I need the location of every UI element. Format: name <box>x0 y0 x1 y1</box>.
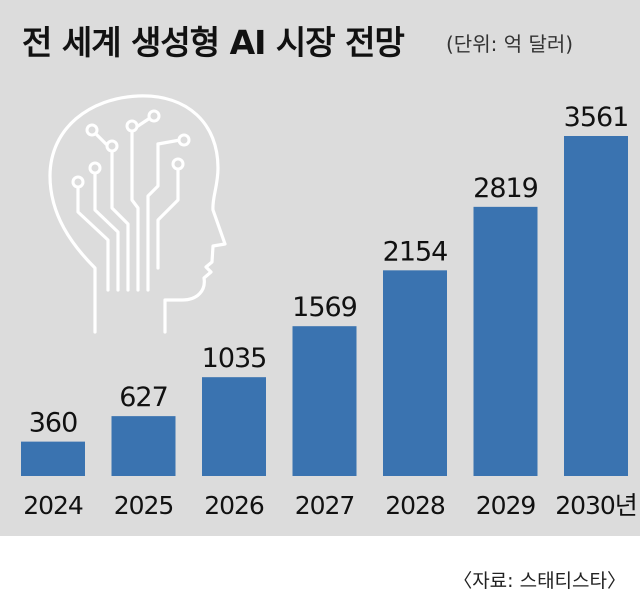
category-label-2030년: 2030년 <box>555 491 637 520</box>
bar-2024 <box>21 441 85 476</box>
category-label-2029: 2029 <box>476 491 536 520</box>
chart-title: 전 세계 생성형 AI 시장 전망 <box>22 23 405 62</box>
value-label-2027: 1569 <box>292 292 357 323</box>
bar-2029 <box>473 206 538 476</box>
category-label-2025: 2025 <box>114 491 174 520</box>
category-label-2027: 2027 <box>295 491 355 520</box>
bar-2027 <box>292 326 357 476</box>
value-label-2028: 2154 <box>383 236 448 267</box>
value-label-2030년: 3561 <box>564 102 629 133</box>
bar-2030년 <box>564 136 628 476</box>
unit-label: (단위: 억 달러) <box>446 32 574 56</box>
bar-2028 <box>383 270 447 476</box>
value-label-2025: 627 <box>119 382 168 413</box>
value-label-2029: 2819 <box>473 173 538 204</box>
bar-2025 <box>111 416 176 476</box>
value-label-2024: 360 <box>29 408 78 439</box>
source-credit: 〈자료: 스태티스타〉 <box>453 570 626 592</box>
value-label-2026: 1035 <box>202 343 267 374</box>
category-label-2024: 2024 <box>23 491 83 520</box>
bar-2026 <box>202 377 266 476</box>
category-label-2028: 2028 <box>385 491 445 520</box>
category-label-2026: 2026 <box>204 491 264 520</box>
